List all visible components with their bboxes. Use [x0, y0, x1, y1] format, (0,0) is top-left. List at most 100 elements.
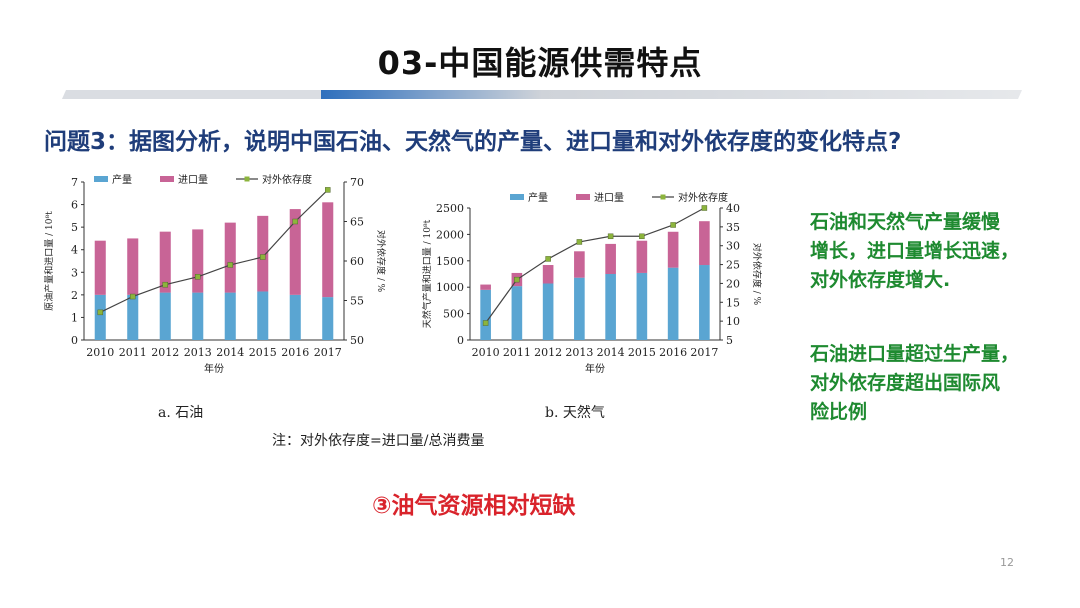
- y2-tick-label: 60: [350, 255, 364, 268]
- y-tick-label: 2: [71, 289, 78, 302]
- x-tick-label: 2011: [503, 346, 531, 359]
- legend-marker-dependence: [660, 194, 666, 200]
- bar-import: [257, 215, 269, 292]
- y-tick-label: 4: [71, 244, 78, 257]
- page-number: 12: [1000, 556, 1014, 569]
- formula-note: 注：对外依存度=进口量/总消费量: [272, 433, 485, 449]
- legend-label: 进口量: [178, 174, 208, 186]
- oil-chart: 0 1 2 3 4 5 6 7 50 55 60 65 70 2010 2011 2012 2013 2014 20…: [44, 172, 414, 382]
- x-tick-label: 2013: [184, 346, 212, 359]
- y2-tick-label: 5: [726, 334, 733, 347]
- dependence-point: [639, 233, 645, 240]
- y-axis-title: 天然气产量和进口量 / 10⁸t: [421, 219, 433, 328]
- analysis-line: 险比例: [810, 401, 868, 423]
- legend-swatch-production: [510, 194, 524, 200]
- analysis-line: 对外依存度超出国际风: [810, 372, 1001, 394]
- bar-production: [605, 274, 616, 340]
- bar-production: [511, 286, 523, 340]
- analysis-line: 石油进口量超过生产量，: [810, 343, 1020, 365]
- y2-tick-label: 10: [726, 315, 740, 328]
- bar-production: [322, 297, 334, 340]
- legend-label: 产量: [112, 173, 132, 186]
- bar-production: [699, 265, 710, 340]
- y-tick-label: 3: [71, 266, 78, 279]
- dependence-point: [97, 309, 103, 316]
- dependence-point: [482, 320, 489, 326]
- slide-title: 03-中国能源供需特点: [377, 44, 703, 82]
- question-text: 问题3：据图分析，说明中国石油、天然气的产量、进口量和对外依存度的变化特点?: [44, 129, 902, 155]
- bar-production: [192, 292, 204, 340]
- legend-marker-dependence: [244, 176, 250, 182]
- dependence-point: [130, 293, 136, 300]
- y-tick-label: 0: [71, 334, 78, 347]
- bar-import: [224, 222, 236, 293]
- dependence-point: [195, 274, 201, 280]
- y2-tick-label: 50: [350, 334, 364, 347]
- x-tick-label: 2012: [534, 346, 562, 359]
- y2-tick-label: 65: [350, 216, 364, 229]
- x-axis-title: 年份: [585, 362, 605, 375]
- dependence-point: [514, 276, 520, 283]
- legend-swatch-production: [94, 176, 108, 182]
- bar-import: [699, 221, 710, 266]
- x-tick-label: 2017: [314, 346, 342, 359]
- bar-import: [289, 209, 301, 295]
- bar-production: [94, 294, 106, 340]
- y2-tick-label: 70: [350, 176, 364, 189]
- dependence-point: [292, 218, 298, 225]
- y2-tick-label: 55: [350, 295, 364, 308]
- bar-import: [667, 231, 679, 268]
- x-tick-label: 2014: [597, 346, 625, 359]
- dependence-line: [485, 207, 705, 324]
- analysis-line: 增长，进口量增长迅速，: [810, 240, 1020, 262]
- gas-chart-caption: b. 天然气: [545, 405, 605, 421]
- y-tick-label: 500: [443, 308, 464, 321]
- y-axis-title: 原油产量和进口量 / 10⁸t: [44, 211, 55, 311]
- analysis-block-2: 石油进口量超过生产量， 对外依存度超出国际风 险比例: [810, 340, 1060, 427]
- bar-import: [322, 202, 334, 298]
- legend-swatch-import: [576, 194, 590, 200]
- y-tick-label: 5: [71, 221, 78, 234]
- y-tick-label: 2500: [436, 202, 464, 215]
- dependence-point: [325, 187, 331, 193]
- y2-axis-title: 对外依存度 / %: [375, 230, 387, 293]
- bar-import: [480, 284, 491, 290]
- analysis-line: 石油和天然气产量缓慢: [810, 211, 1001, 233]
- legend-swatch-import: [160, 176, 174, 182]
- dependence-point: [607, 233, 614, 240]
- bar-production: [289, 294, 301, 340]
- y-tick-label: 1000: [436, 281, 464, 294]
- title-underline: [62, 90, 1022, 99]
- dependence-line: [99, 189, 329, 313]
- y-tick-label: 1500: [436, 255, 464, 268]
- bar-production: [480, 289, 491, 340]
- oil-chart-caption: a. 石油: [158, 405, 204, 421]
- bar-production: [574, 277, 585, 340]
- x-tick-label: 2010: [86, 346, 114, 359]
- bar-import: [605, 243, 616, 274]
- x-tick-label: 2016: [659, 346, 687, 359]
- bar-production: [542, 283, 554, 340]
- legend-label: 对外依存度: [678, 191, 728, 204]
- bar-production: [127, 294, 139, 340]
- y-tick-label: 6: [71, 199, 78, 212]
- bar-import: [192, 229, 204, 293]
- dependence-point: [260, 254, 266, 260]
- bar-import: [574, 251, 585, 278]
- x-tick-label: 2011: [119, 346, 147, 359]
- legend-label: 产量: [528, 191, 548, 204]
- bar-import: [127, 238, 139, 295]
- x-tick-label: 2016: [281, 346, 309, 359]
- dependence-point: [545, 256, 551, 262]
- x-tick-label: 2015: [628, 346, 656, 359]
- bar-import: [542, 265, 554, 284]
- y-tick-label: 2000: [436, 228, 464, 241]
- bar-production: [636, 272, 648, 340]
- x-tick-label: 2017: [690, 346, 718, 359]
- conclusion-text: ③油气资源相对短缺: [372, 493, 576, 519]
- x-tick-label: 2012: [151, 346, 179, 359]
- bar-production: [257, 291, 269, 340]
- y2-tick-label: 40: [726, 202, 740, 215]
- bar-import: [159, 231, 171, 293]
- y2-tick-label: 30: [726, 240, 740, 253]
